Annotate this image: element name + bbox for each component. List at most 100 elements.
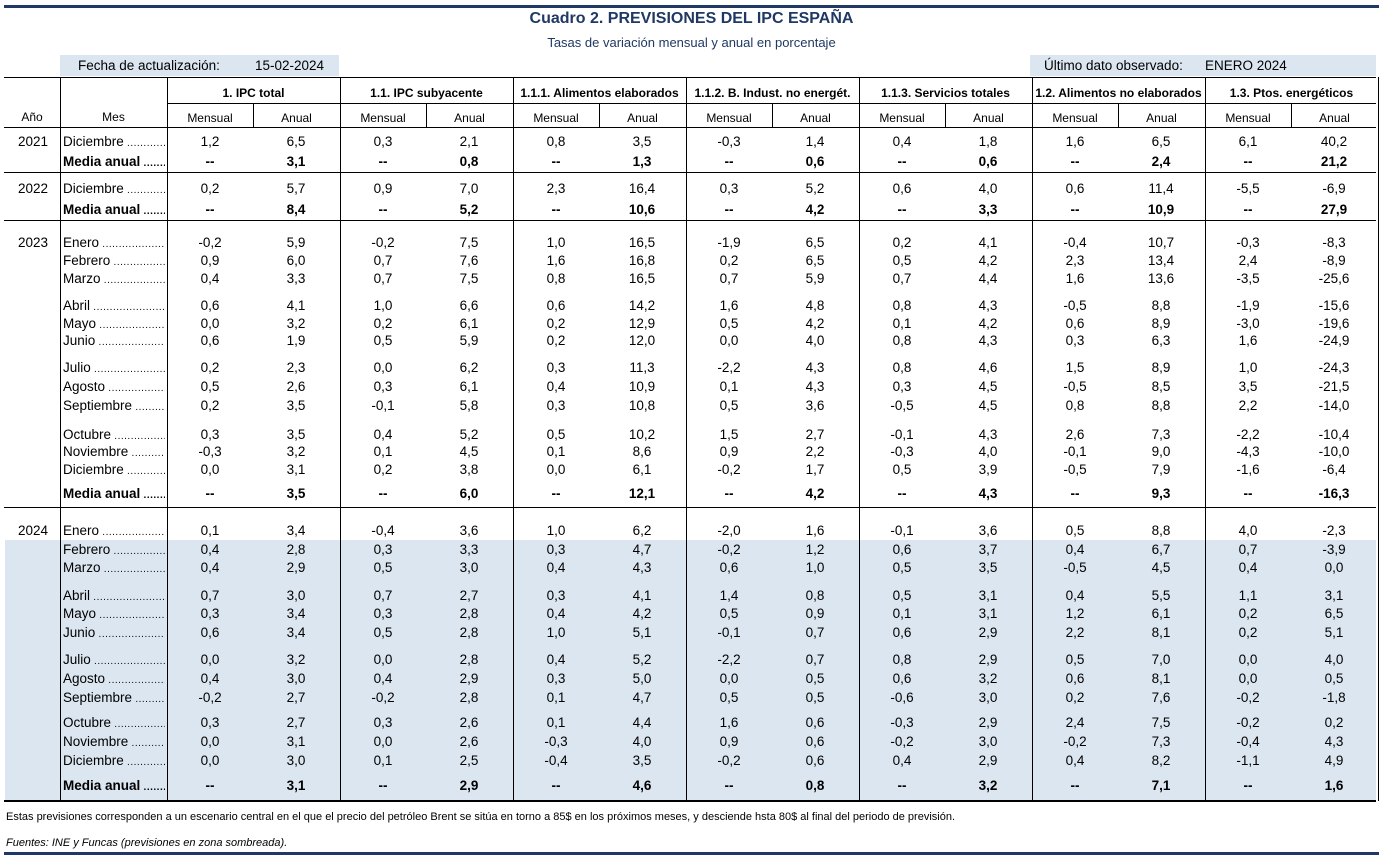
monthly-rate-cell: 0,6 <box>719 560 739 575</box>
annual-rate-cell: 6,2 <box>459 360 479 375</box>
monthly-rate-cell: -0,5 <box>1063 560 1087 575</box>
monthly-rate-cell: 0,6 <box>1065 181 1085 196</box>
monthly-rate-cell: -0,4 <box>544 753 568 768</box>
annual-rate-cell: 13,6 <box>1147 271 1175 286</box>
annual-rate-cell: 4,1 <box>632 588 652 603</box>
annual-rate-cell: 5,5 <box>1151 588 1171 603</box>
annual-rate-cell: 16,8 <box>628 253 656 268</box>
annual-rate-cell: 0,8 <box>459 154 479 169</box>
month-label: Media anual <box>63 485 165 503</box>
monthly-rate-cell: 0,1 <box>546 715 566 730</box>
annual-rate-cell: 4,0 <box>978 444 998 459</box>
monthly-rate-cell: 0,0 <box>719 671 739 686</box>
sources-note: Fuentes: INE y Funcas (previsiones en zo… <box>6 837 288 849</box>
annual-rate-cell: 11,4 <box>1148 181 1174 196</box>
month-label: Diciembre <box>63 461 165 479</box>
month-label: Noviembre <box>63 733 165 751</box>
annual-rate-cell: 4,9 <box>1324 753 1344 768</box>
monthly-rate-cell: -0,2 <box>890 734 914 749</box>
monthly-rate-cell: -- <box>897 202 907 217</box>
monthly-rate-cell: 2,3 <box>1065 253 1085 268</box>
annual-rate-cell: 5,9 <box>805 271 825 286</box>
annual-rate-cell: 14,2 <box>628 298 656 313</box>
monthly-rate-cell: -- <box>205 778 215 793</box>
monthly-rate-cell: 0,4 <box>1065 588 1085 603</box>
monthly-rate-cell: 0,4 <box>373 427 393 442</box>
monthly-rate-cell: -- <box>1243 154 1253 169</box>
annual-rate-cell: 8,5 <box>1151 379 1171 394</box>
monthly-rate-cell: 0,4 <box>200 671 220 686</box>
monthly-rate-cell: 0,4 <box>546 560 566 575</box>
annual-rate-cell: 16,5 <box>628 235 656 250</box>
month-label: Diciembre <box>63 133 165 151</box>
subheader-mensual: Mensual <box>1225 111 1271 125</box>
annual-rate-cell: 1,4 <box>805 134 825 149</box>
annual-rate-cell: -15,6 <box>1318 298 1350 313</box>
monthly-rate-cell: 0,5 <box>892 588 912 603</box>
monthly-rate-cell: 0,7 <box>200 588 220 603</box>
monthly-rate-cell: 2,4 <box>1065 715 1085 730</box>
monthly-rate-cell: 0,2 <box>200 360 220 375</box>
annual-rate-cell: 9,3 <box>1151 486 1171 501</box>
subheader-rule <box>4 127 1376 128</box>
annual-rate-cell: 7,1 <box>1151 778 1171 793</box>
annual-rate-cell: 6,2 <box>632 523 652 538</box>
annual-rate-cell: 13,4 <box>1147 253 1175 268</box>
annual-rate-cell: 12,0 <box>628 333 656 348</box>
monthly-rate-cell: -0,1 <box>890 523 914 538</box>
monthly-rate-cell: 0,5 <box>892 560 912 575</box>
annual-rate-cell: 6,7 <box>1151 542 1171 557</box>
monthly-rate-cell: 0,9 <box>373 181 393 196</box>
monthly-rate-cell: 1,0 <box>373 298 393 313</box>
monthly-rate-cell: -1,1 <box>1236 753 1260 768</box>
annual-rate-cell: 3,2 <box>978 778 998 793</box>
month-label: Agosto <box>63 378 165 396</box>
monthly-rate-cell: 1,0 <box>1238 360 1258 375</box>
year-label: 2021 <box>17 134 49 149</box>
monthly-rate-cell: 0,2 <box>546 316 566 331</box>
annual-rate-cell: 2,8 <box>459 690 479 705</box>
annual-rate-cell: 3,1 <box>978 606 998 621</box>
monthly-rate-cell: 0,5 <box>200 379 220 394</box>
monthly-rate-cell: 0,2 <box>1238 625 1258 640</box>
annual-rate-cell: 4,5 <box>978 379 998 394</box>
monthly-rate-cell: -0,5 <box>1063 462 1087 477</box>
monthly-rate-cell: 0,7 <box>719 271 739 286</box>
subheader-mensual: Mensual <box>1052 111 1098 125</box>
annual-rate-cell: 2,9 <box>978 652 998 667</box>
annual-rate-cell: 8,8 <box>1151 398 1171 413</box>
page-subtitle: Tasas de variación mensual y anual en po… <box>547 35 836 50</box>
monthly-rate-cell: -- <box>378 486 388 501</box>
annual-rate-cell: 3,1 <box>1324 588 1344 603</box>
monthly-rate-cell: -3,0 <box>1236 316 1260 331</box>
monthly-rate-cell: -- <box>551 486 561 501</box>
monthly-rate-cell: 0,3 <box>200 606 220 621</box>
monthly-rate-cell: 0,8 <box>546 134 566 149</box>
monthly-rate-cell: 0,1 <box>892 606 912 621</box>
monthly-rate-cell: 0,7 <box>373 253 393 268</box>
annual-rate-cell: 3,3 <box>978 202 998 217</box>
annual-rate-cell: 0,7 <box>805 625 825 640</box>
monthly-rate-cell: 0,5 <box>719 606 739 621</box>
monthly-rate-cell: -0,1 <box>890 427 914 442</box>
annual-rate-cell: 3,5 <box>286 427 306 442</box>
monthly-rate-cell: 2,2 <box>1065 625 1085 640</box>
bottom-rule <box>4 852 1379 855</box>
annual-rate-cell: 2,4 <box>1151 154 1171 169</box>
annual-rate-cell: 4,4 <box>978 271 998 286</box>
annual-rate-cell: 6,1 <box>459 316 479 331</box>
annual-rate-cell: 4,4 <box>632 715 652 730</box>
monthly-rate-cell: 0,3 <box>373 606 393 621</box>
annual-rate-cell: 27,9 <box>1320 202 1348 217</box>
monthly-rate-cell: 0,4 <box>1238 560 1258 575</box>
subheader-anual: Anual <box>1319 111 1350 125</box>
monthly-rate-cell: 0,6 <box>892 542 912 557</box>
monthly-rate-cell: -- <box>551 202 561 217</box>
subcolumn-divider <box>599 103 600 127</box>
annual-rate-cell: 3,3 <box>459 542 479 557</box>
monthly-rate-cell: -1,9 <box>1236 298 1260 313</box>
annual-rate-cell: 4,3 <box>978 486 998 501</box>
column-divider <box>686 77 687 801</box>
monthly-rate-cell: -- <box>724 154 734 169</box>
monthly-rate-cell: 0,4 <box>892 753 912 768</box>
